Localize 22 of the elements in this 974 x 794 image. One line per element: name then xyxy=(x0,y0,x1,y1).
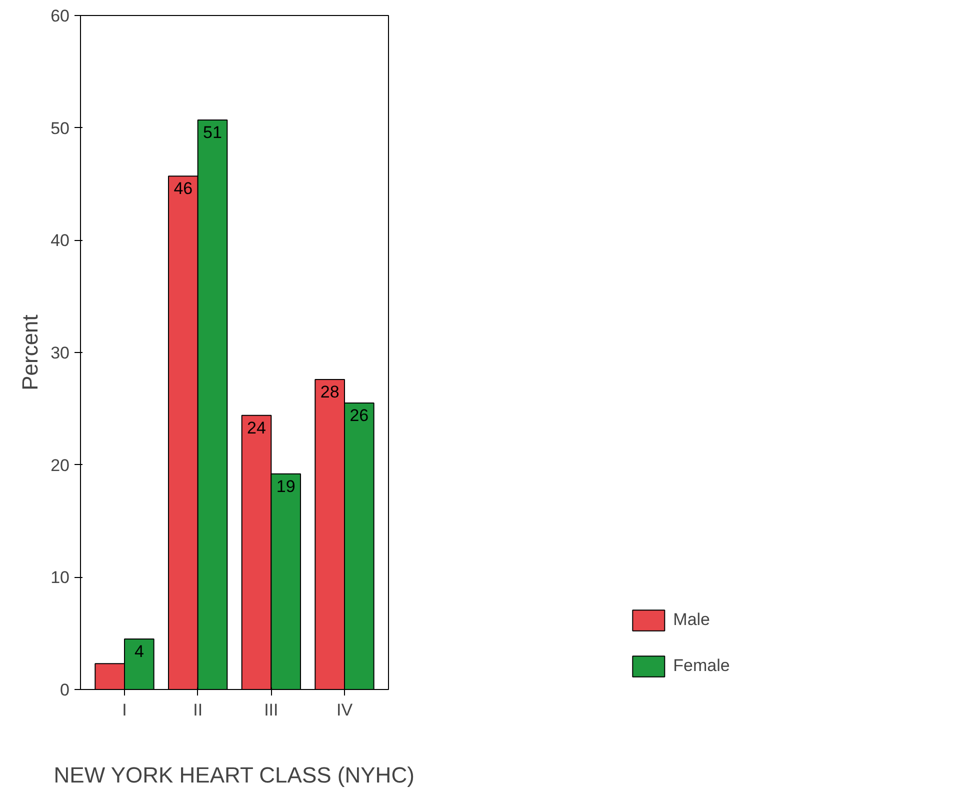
y-tick-label: 40 xyxy=(50,231,70,250)
data-label: 24 xyxy=(247,418,266,438)
y-tick-label: 30 xyxy=(50,344,70,362)
x-tick-label: I xyxy=(122,700,127,720)
legend-label: Male xyxy=(673,610,710,630)
y-axis-title: Percent xyxy=(18,314,43,390)
data-label: 26 xyxy=(350,406,369,426)
data-label: 19 xyxy=(276,476,296,496)
data-label: 4 xyxy=(134,642,144,661)
x-tick-label: III xyxy=(264,700,278,720)
data-label: 51 xyxy=(203,122,222,142)
y-tick-label: 20 xyxy=(50,456,70,475)
y-tick-label: 60 xyxy=(50,6,70,26)
data-label: 28 xyxy=(320,382,340,402)
y-tick-label: 0 xyxy=(60,680,70,700)
x-tick-label: IV xyxy=(336,700,354,720)
legend-label: Female xyxy=(673,656,730,676)
y-tick-label: 50 xyxy=(50,118,70,138)
x-axis-title: NEW YORK HEART CLASS (NYHC) xyxy=(54,762,414,788)
data-label: 46 xyxy=(174,179,193,198)
x-tick-label: II xyxy=(193,700,203,720)
y-tick-label: 10 xyxy=(50,568,70,588)
